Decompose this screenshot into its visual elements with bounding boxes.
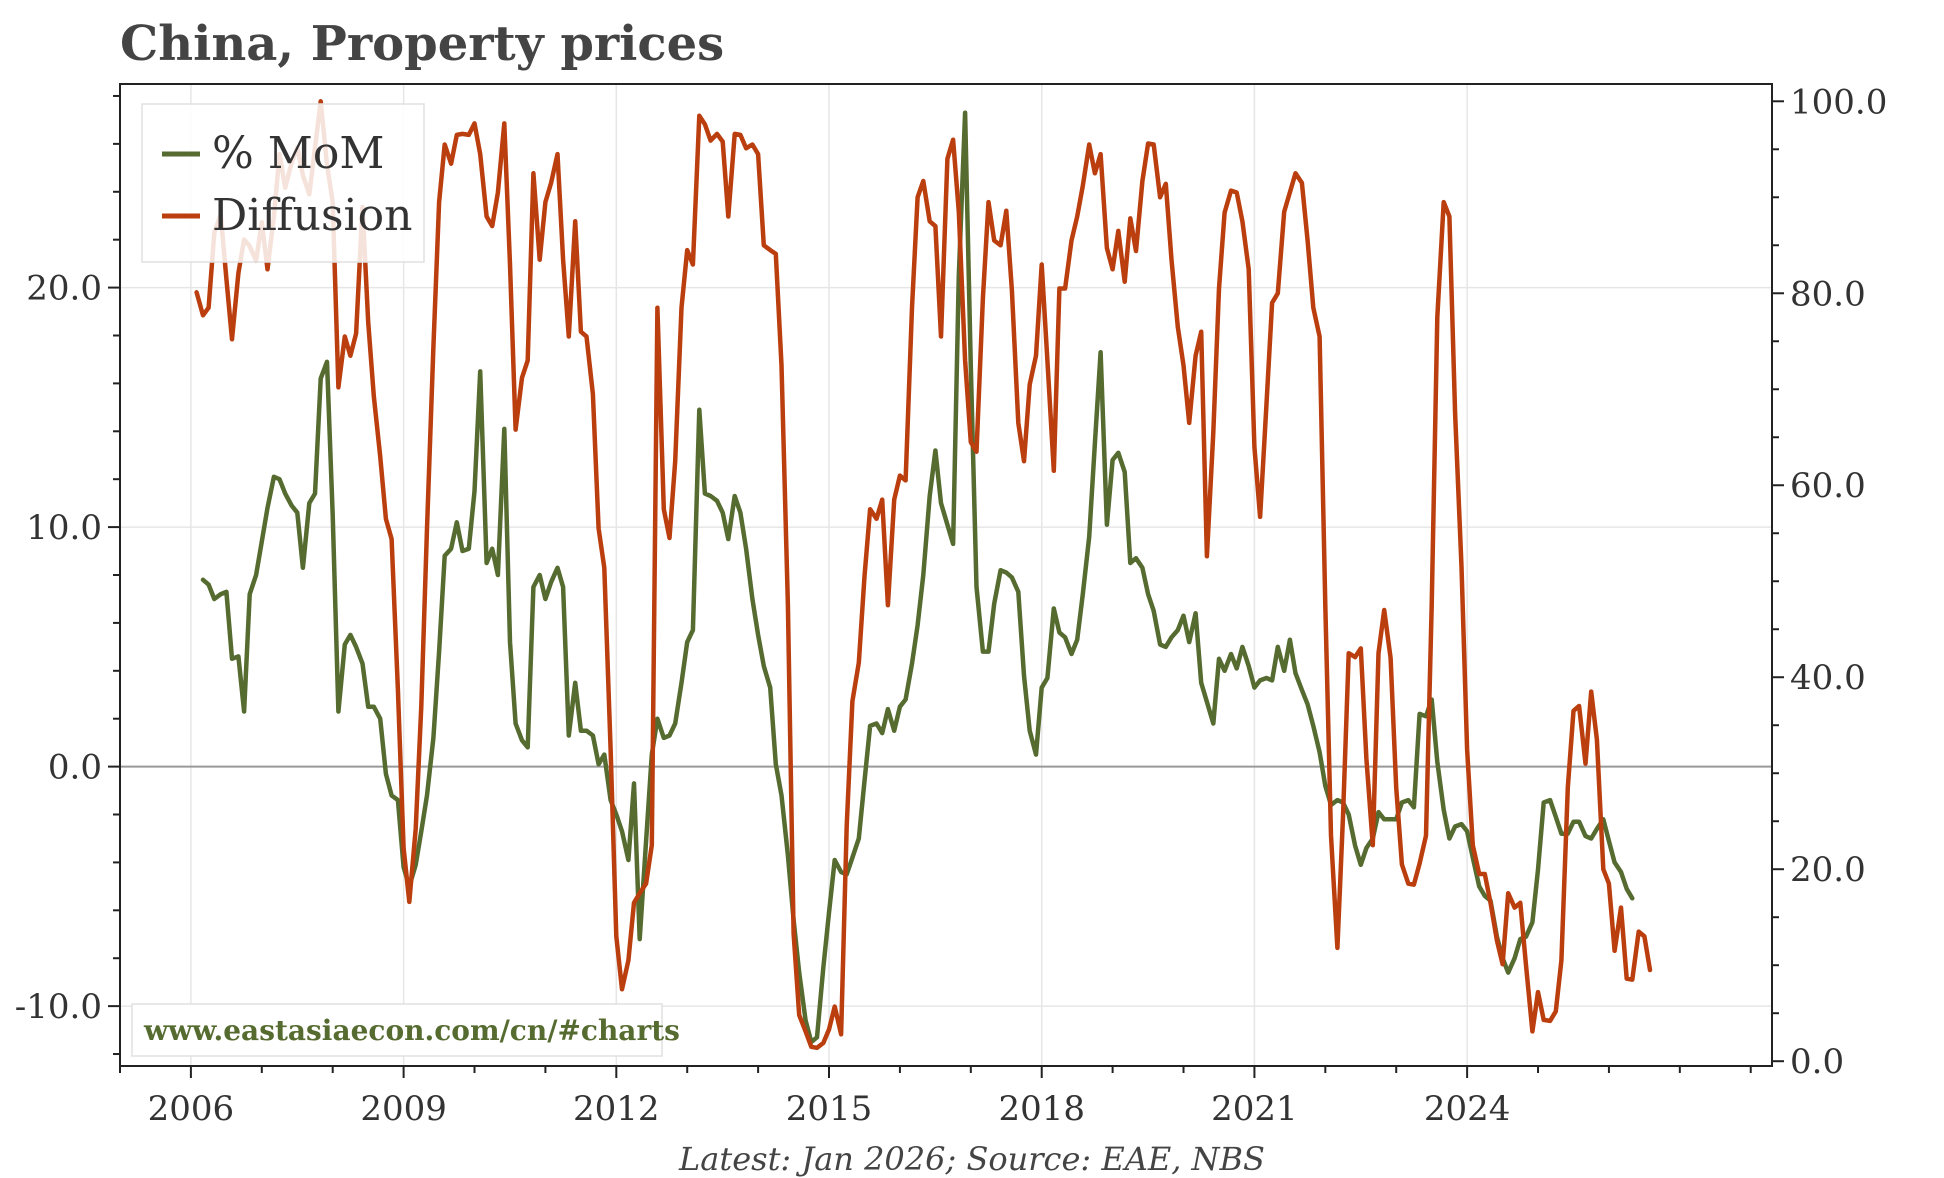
left-tick-label-0.0: 0.0	[48, 748, 102, 788]
x-tick-label-2009: 2009	[360, 1089, 447, 1129]
watermark: www.eastasiaecon.com/cn/#charts	[131, 1003, 680, 1057]
x-tick-label-2015: 2015	[786, 1089, 873, 1129]
left-tick-label-20.0: 20.0	[26, 269, 102, 309]
x-tick-label-2024: 2024	[1424, 1089, 1511, 1129]
x-tick-label-2018: 2018	[998, 1089, 1085, 1129]
legend: % MoM Diffusion	[141, 103, 425, 263]
right-tick-label-80.0: 80.0	[1790, 274, 1866, 314]
right-tick-label-100.0: 100.0	[1790, 82, 1887, 122]
left-tick-label-10.0: 10.0	[26, 508, 102, 548]
axis-ticks	[108, 94, 1784, 1078]
right-tick-label-40.0: 40.0	[1790, 658, 1866, 698]
series-line-mom	[200, 110, 1635, 1045]
x-tick-label-2021: 2021	[1211, 1089, 1298, 1129]
series-lines	[194, 99, 1653, 1051]
left-axis-labels: 20.0 10.0 0.0 -10.0	[15, 269, 102, 1028]
x-tick-label-2012: 2012	[573, 1089, 660, 1129]
watermark-text: www.eastasiaecon.com/cn/#charts	[143, 1014, 680, 1047]
legend-label-mom: % MoM	[212, 128, 384, 179]
legend-label-diffusion: Diffusion	[212, 190, 412, 241]
chart-title: China, Property prices	[120, 16, 724, 72]
right-axis-labels: 100.0 80.0 60.0 40.0 20.0 0.0	[1790, 82, 1887, 1082]
x-tick-label-2006: 2006	[148, 1089, 235, 1129]
right-tick-label-20.0: 20.0	[1790, 850, 1866, 890]
left-tick-label--10.0: -10.0	[15, 987, 102, 1027]
watermark-box	[131, 1003, 663, 1057]
legend-box	[141, 103, 425, 263]
right-tick-label-0.0: 0.0	[1790, 1042, 1844, 1082]
source-note: Latest: Jan 2026; Source: EAE, NBS	[678, 1140, 1265, 1178]
right-tick-label-60.0: 60.0	[1790, 466, 1866, 506]
x-axis-labels: 2006 2009 2012 2015 2018 2021 2024	[148, 1089, 1511, 1129]
series-line-diffusion	[194, 99, 1653, 1051]
